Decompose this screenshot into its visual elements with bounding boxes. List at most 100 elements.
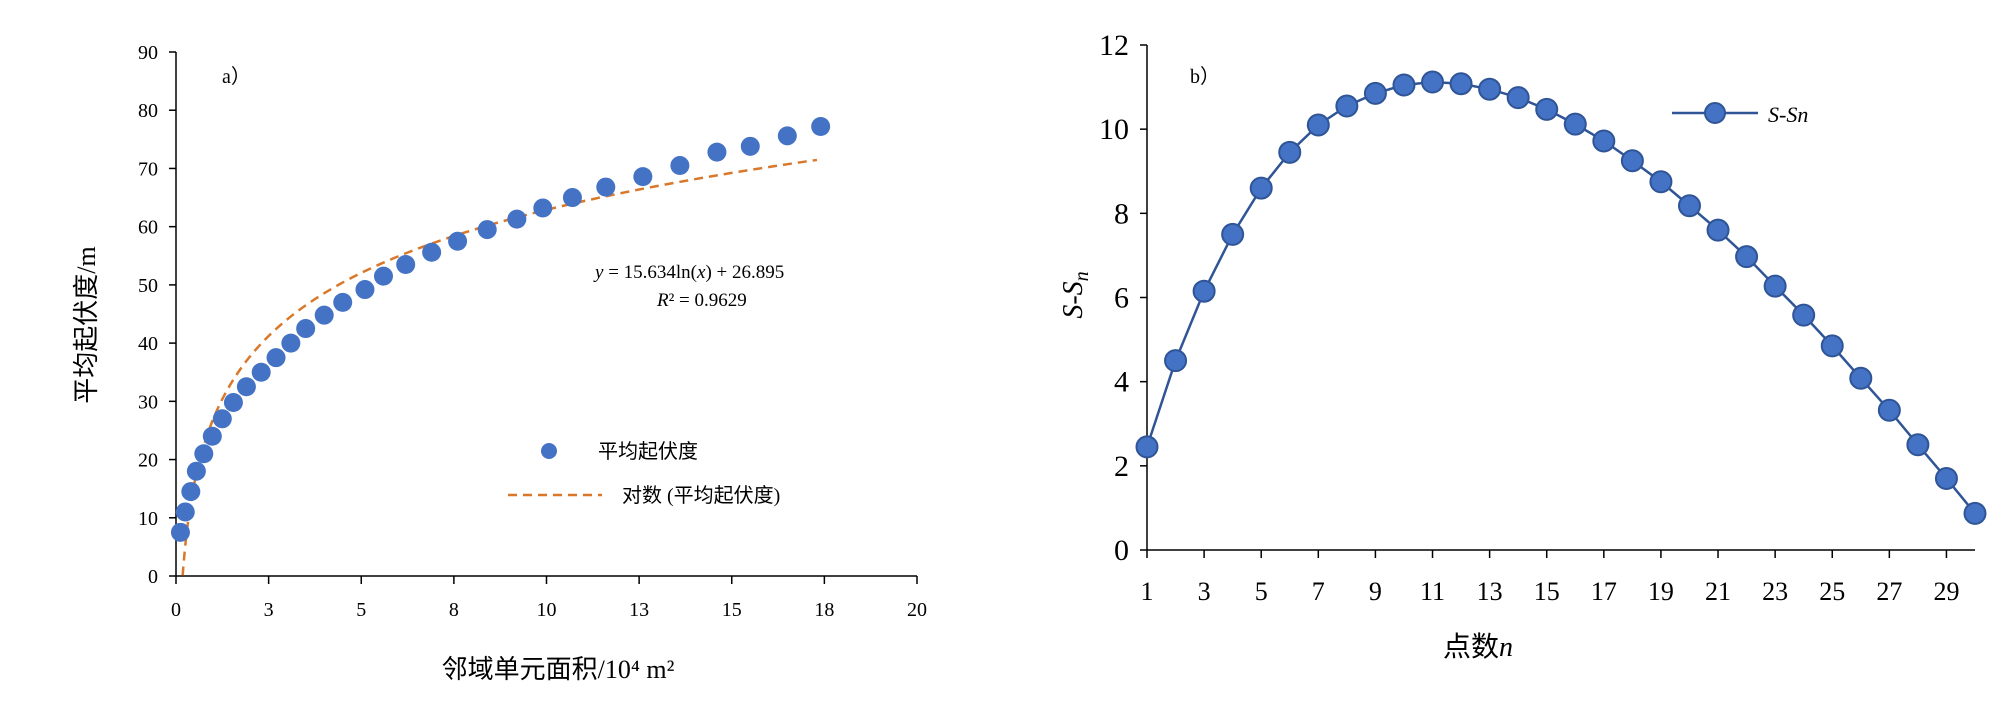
scatter-point <box>448 231 468 251</box>
y-tick-label: 12 <box>1099 29 1129 62</box>
scatter-point <box>373 266 393 286</box>
panel-b-x-axis-title: 点数n <box>1443 631 1513 663</box>
scatter-point <box>236 377 256 397</box>
equation-x: x <box>696 262 706 283</box>
series-point <box>1706 218 1730 242</box>
r-squared-r: R <box>656 290 669 311</box>
x-tick-label: 10 <box>537 599 557 621</box>
equation-body: = 15.634ln( <box>603 262 697 283</box>
x-tick-label: 7 <box>1312 577 1325 606</box>
panel-a-x-axis-title: 邻域单元面积/10⁴ m² <box>442 655 675 684</box>
y-tick-label: 20 <box>138 450 158 472</box>
series-point <box>1392 73 1416 97</box>
y-tick-label: 0 <box>1114 534 1129 567</box>
panel-b-points <box>1135 70 1987 525</box>
x-tick-label: 18 <box>814 599 834 621</box>
scatter-point <box>477 220 497 240</box>
y-tick-label: 70 <box>138 158 158 180</box>
y-tick-label: 6 <box>1114 282 1129 315</box>
scatter-point <box>223 392 243 412</box>
series-point <box>1906 433 1930 457</box>
x-tick-label: 17 <box>1591 577 1617 606</box>
series-point <box>1221 222 1245 246</box>
y-axis-title-text: S-S <box>1058 281 1089 318</box>
scatter-point <box>314 305 334 325</box>
panel-a-trendline-group <box>181 158 818 576</box>
legend-marker-s-sn <box>1704 102 1726 124</box>
scatter-point <box>186 461 206 481</box>
panel-a-ticks: 0 10 20 30 40 50 60 70 80 90 0 3 5 8 10 13 15 18 20 <box>138 42 927 621</box>
panel-a-y-axis-title: 平均起伏度/m <box>72 246 101 403</box>
y-tick-label: 2 <box>1114 450 1129 483</box>
series-point <box>1620 149 1644 173</box>
scatter-point <box>296 319 316 339</box>
scatter-point <box>194 444 214 464</box>
series-point <box>1449 72 1473 96</box>
x-tick-label: 21 <box>1705 577 1731 606</box>
equation-end: ) + 26.895 <box>705 262 784 283</box>
series-point <box>1963 501 1987 525</box>
x-tick-label: 29 <box>1933 577 1959 606</box>
x-tick-label: 13 <box>629 599 649 621</box>
scatter-point <box>422 242 442 262</box>
x-tick-label: 27 <box>1876 577 1902 606</box>
y-tick-label: 4 <box>1114 366 1129 399</box>
r-squared: R² = 0.9629 <box>656 290 747 311</box>
scatter-point <box>266 348 286 368</box>
series-point <box>1192 279 1216 303</box>
series-point <box>1677 194 1701 218</box>
x-axis-title-n: n <box>1499 632 1513 663</box>
series-point <box>1763 274 1787 298</box>
scatter-point <box>507 209 527 229</box>
panel-b-y-axis-title: S-Sn <box>1058 271 1093 318</box>
scatter-point <box>707 142 727 162</box>
x-tick-label: 8 <box>449 599 459 621</box>
y-tick-label: 30 <box>138 391 158 413</box>
series-point <box>1877 398 1901 422</box>
scatter-point <box>596 177 616 197</box>
series-line-s-sn <box>1145 80 1976 515</box>
scatter-point <box>202 426 222 446</box>
scatter-point <box>670 156 690 176</box>
r-squared-value: ² = 0.9629 <box>669 290 747 311</box>
scatter-point <box>562 188 582 208</box>
legend-label-s-sn: S-Sn <box>1768 102 1808 127</box>
scatter-point <box>533 198 553 218</box>
scatter-point <box>811 117 831 137</box>
x-tick-label: 20 <box>907 599 927 621</box>
series-point <box>1335 94 1359 118</box>
y-tick-label: 8 <box>1114 197 1129 230</box>
panel-a-label: a） <box>222 65 251 88</box>
x-tick-label: 13 <box>1477 577 1503 606</box>
scatter-point <box>777 126 797 146</box>
y-tick-label: 40 <box>138 333 158 355</box>
y-tick-label: 80 <box>138 100 158 122</box>
panel-b-axes <box>1146 45 1975 551</box>
x-tick-label: 5 <box>356 599 366 621</box>
series-point <box>1535 97 1559 121</box>
scatter-point <box>251 362 271 382</box>
series-point <box>1735 245 1759 269</box>
series-point <box>1563 112 1587 136</box>
panel-a: 0 10 20 30 40 50 60 70 80 90 0 3 5 8 10 13 15 18 20 a） 邻域单… <box>72 42 927 684</box>
scatter-point <box>333 292 353 312</box>
equation-y: y <box>593 262 604 283</box>
y-tick-label: 0 <box>148 566 158 588</box>
x-tick-label: 11 <box>1420 577 1445 606</box>
x-tick-label: 15 <box>1534 577 1560 606</box>
y-tick-label: 10 <box>1099 113 1129 146</box>
scatter-point <box>633 167 653 187</box>
series-point <box>1792 303 1816 327</box>
trendline-equation: y = 15.634ln(x) + 26.895 <box>593 262 784 283</box>
scatter-point <box>212 409 232 429</box>
series-point <box>1506 86 1530 110</box>
series-point <box>1421 70 1445 94</box>
legend-marker-scatter <box>541 443 557 459</box>
panel-a-points <box>170 117 831 542</box>
panel-a-axes <box>175 52 917 577</box>
series-point <box>1820 334 1844 358</box>
x-tick-label: 3 <box>1198 577 1211 606</box>
